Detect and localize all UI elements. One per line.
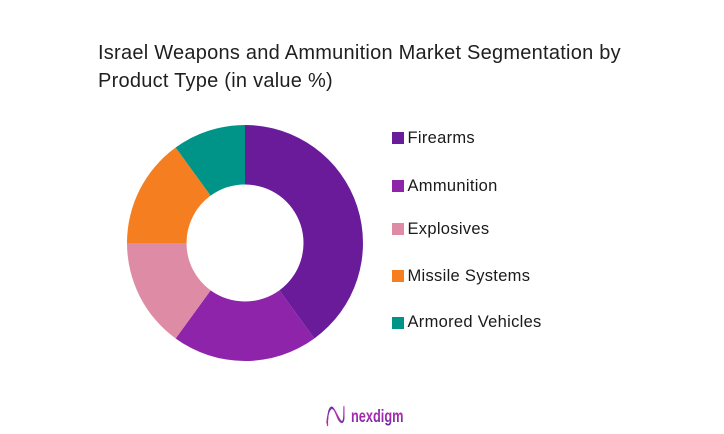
svg-text:nexdigm: nexdigm [351,406,404,426]
